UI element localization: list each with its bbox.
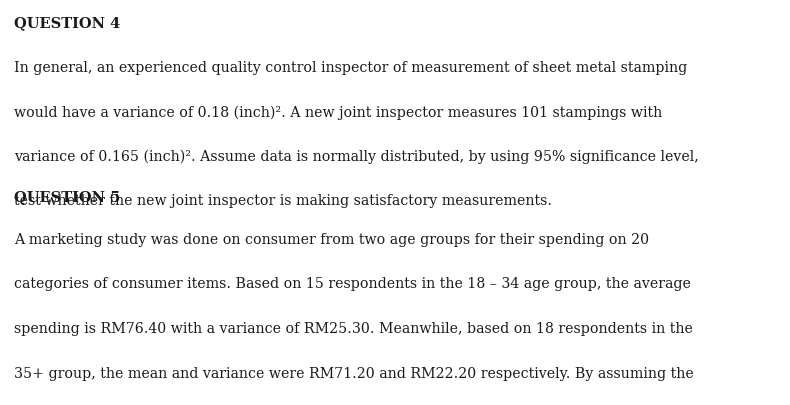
- Text: variance of 0.165 (inch)². Assume data is normally distributed, by using 95% sig: variance of 0.165 (inch)². Assume data i…: [14, 150, 699, 164]
- Text: In general, an experienced quality control inspector of measurement of sheet met: In general, an experienced quality contr…: [14, 61, 687, 75]
- Text: categories of consumer items. Based on 15 respondents in the 18 – 34 age group, : categories of consumer items. Based on 1…: [14, 277, 691, 292]
- Text: would have a variance of 0.18 (inch)². A new joint inspector measures 101 stampi: would have a variance of 0.18 (inch)². A…: [14, 105, 663, 120]
- Text: QUESTION 5: QUESTION 5: [14, 190, 121, 205]
- Text: A marketing study was done on consumer from two age groups for their spending on: A marketing study was done on consumer f…: [14, 233, 649, 247]
- Text: QUESTION 4: QUESTION 4: [14, 16, 120, 30]
- Text: 35+ group, the mean and variance were RM71.20 and RM22.20 respectively. By assum: 35+ group, the mean and variance were RM…: [14, 367, 694, 381]
- Text: test whether the new joint inspector is making satisfactory measurements.: test whether the new joint inspector is …: [14, 194, 552, 209]
- Text: spending is RM76.40 with a variance of RM25.30. Meanwhile, based on 18 responden: spending is RM76.40 with a variance of R…: [14, 322, 693, 336]
